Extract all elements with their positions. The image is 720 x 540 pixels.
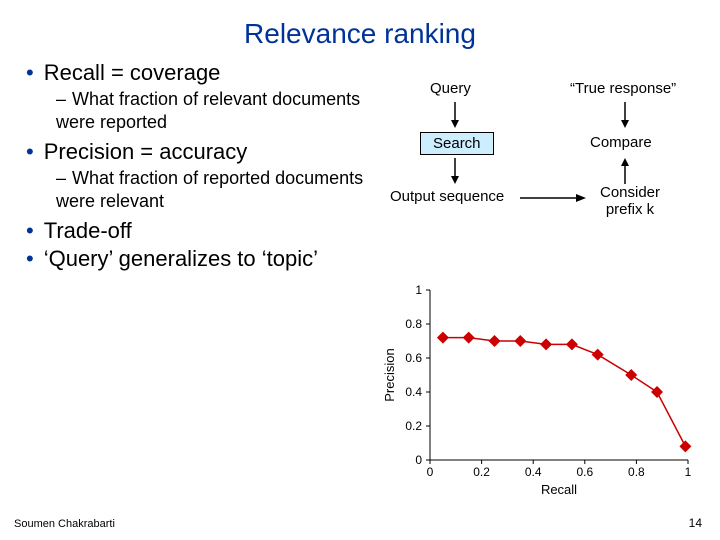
sub-precision-text: What fraction of reported documents were… <box>56 168 363 211</box>
node-output: Output sequence <box>390 188 504 205</box>
svg-text:Precision: Precision <box>382 348 397 401</box>
bullet-list: Recall = coverage –What fraction of rele… <box>26 60 386 274</box>
arrow-icon <box>615 156 635 186</box>
svg-text:0.6: 0.6 <box>576 465 593 479</box>
footer-author: Soumen Chakrabarti <box>14 518 115 530</box>
bullet-recall: Recall = coverage <box>26 60 386 86</box>
arrow-icon <box>445 100 465 130</box>
arrow-icon <box>615 100 635 130</box>
svg-text:0.6: 0.6 <box>405 351 422 365</box>
svg-text:Recall: Recall <box>541 482 577 497</box>
svg-text:0.8: 0.8 <box>628 465 645 479</box>
svg-text:0.2: 0.2 <box>473 465 490 479</box>
precision-recall-chart: 0 0.2 0.4 0.6 0.8 1 0 0.2 0.4 0.6 0.8 1 Recall Precis… <box>380 280 700 500</box>
svg-text:0: 0 <box>427 465 434 479</box>
sub-precision: –What fraction of reported documents wer… <box>56 167 386 212</box>
bullet-precision: Precision = accuracy <box>26 139 386 165</box>
node-consider: Consider prefix k <box>590 184 670 219</box>
sub-recall-text: What fraction of relevant documents were… <box>56 89 360 132</box>
svg-text:0.4: 0.4 <box>405 385 422 399</box>
bullet-tradeoff: Trade-off <box>26 218 386 244</box>
svg-text:0.2: 0.2 <box>405 419 422 433</box>
arrow-icon <box>518 188 588 208</box>
svg-text:0.4: 0.4 <box>525 465 542 479</box>
arrow-icon <box>445 156 465 186</box>
slide-title: Relevance ranking <box>0 0 720 58</box>
sub-recall: –What fraction of relevant documents wer… <box>56 88 386 133</box>
node-compare: Compare <box>590 134 652 151</box>
svg-text:1: 1 <box>685 465 692 479</box>
svg-text:1: 1 <box>415 283 422 297</box>
node-query: Query <box>430 80 471 97</box>
node-search: Search <box>420 132 494 155</box>
svg-text:0.8: 0.8 <box>405 317 422 331</box>
flow-diagram: Query “True response” Search Compare Out… <box>390 70 710 250</box>
node-true-response: “True response” <box>570 80 676 97</box>
page-number: 14 <box>689 516 702 530</box>
bullet-query: ‘Query’ generalizes to ‘topic’ <box>26 246 386 272</box>
svg-text:0: 0 <box>415 453 422 467</box>
